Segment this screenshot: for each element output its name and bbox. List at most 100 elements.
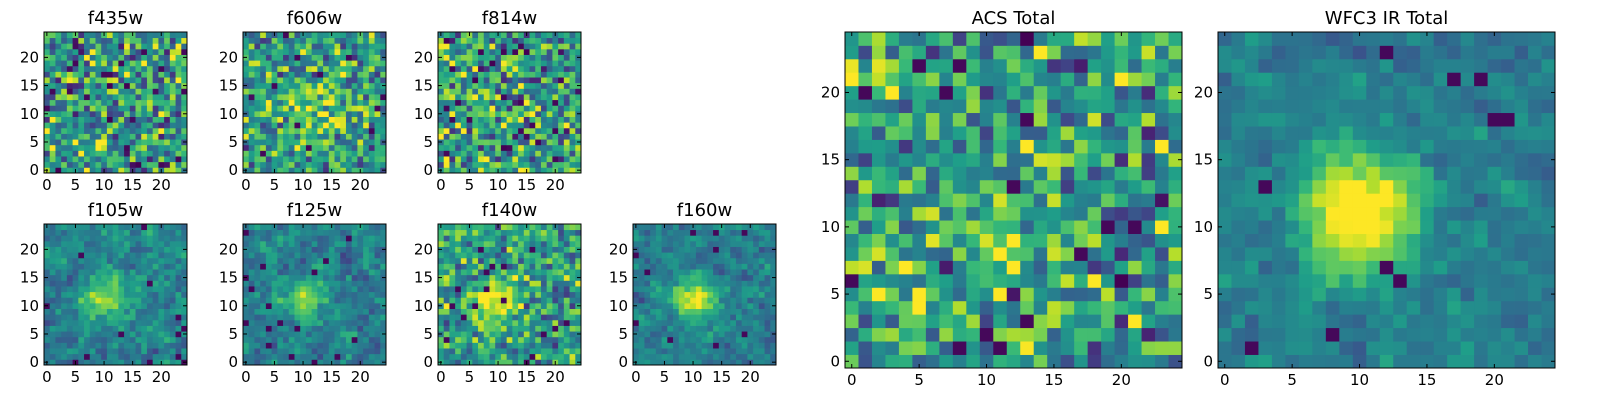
heatmap-cell	[478, 331, 485, 338]
heatmap-cell	[489, 54, 496, 61]
heatmap-cell	[334, 291, 341, 298]
heatmap-cell	[129, 65, 136, 72]
heatmap-cell	[466, 161, 473, 168]
heatmap-cell	[95, 348, 102, 355]
heatmap-cell	[979, 341, 994, 355]
heatmap-cell	[713, 257, 720, 264]
heatmap-cell	[248, 144, 255, 151]
heatmap-cell	[1155, 193, 1169, 208]
heatmap-cell	[243, 48, 250, 55]
heatmap-cell	[690, 336, 697, 343]
heatmap-cell	[898, 354, 913, 369]
heatmap-cell	[357, 280, 364, 287]
heatmap-cell	[455, 110, 462, 117]
heatmap-cell	[558, 116, 565, 123]
heatmap-cell	[495, 122, 502, 129]
heatmap-cell	[95, 342, 102, 349]
heatmap-cell	[294, 342, 301, 349]
heatmap-cell	[181, 252, 188, 259]
heatmap-cell	[66, 150, 73, 157]
x-tick-label: 5	[71, 368, 81, 386]
heatmap-cell	[1168, 247, 1183, 261]
heatmap-cell	[351, 60, 358, 67]
heatmap-cell	[340, 348, 347, 355]
heatmap-cell	[529, 71, 536, 78]
heatmap-cell	[558, 139, 565, 146]
heatmap-cell	[845, 300, 859, 315]
heatmap-cell	[460, 342, 467, 349]
heatmap-cell	[334, 240, 341, 247]
heatmap-cell	[713, 235, 720, 242]
heatmap-cell	[898, 166, 913, 181]
heatmap-cell	[529, 297, 536, 304]
heatmap-cell	[129, 291, 136, 298]
heatmap-cell	[678, 308, 685, 315]
heatmap-cell	[563, 229, 570, 236]
heatmap-cell	[169, 308, 176, 315]
heatmap-cell	[254, 325, 261, 332]
heatmap-cell	[44, 48, 51, 55]
heatmap-cell	[72, 291, 79, 298]
heatmap-cell	[175, 116, 182, 123]
heatmap-cell	[489, 240, 496, 247]
heatmap-cell	[655, 331, 662, 338]
heatmap-cell	[243, 127, 250, 134]
heatmap-cell	[175, 274, 182, 281]
heatmap-cell	[61, 54, 68, 61]
heatmap-cell	[455, 122, 462, 129]
heatmap-cell	[713, 280, 720, 287]
heatmap-cell	[158, 286, 165, 293]
heatmap-cell	[55, 110, 62, 117]
heatmap-cell	[885, 273, 900, 288]
heatmap-cell	[288, 150, 295, 157]
heatmap-cell	[363, 348, 370, 355]
heatmap-cell	[363, 32, 370, 39]
heatmap-cell	[363, 65, 370, 72]
heatmap-cell	[106, 297, 114, 304]
heatmap-cell	[443, 65, 450, 72]
heatmap-cell	[650, 297, 657, 304]
heatmap-cell	[898, 193, 913, 208]
heatmap-cell	[1128, 260, 1142, 275]
heatmap-cell	[546, 127, 553, 134]
heatmap-cell	[558, 88, 565, 95]
heatmap-cell	[106, 48, 114, 55]
heatmap-cell	[106, 161, 114, 168]
heatmap-cell	[701, 257, 708, 264]
heatmap-cell	[345, 94, 353, 101]
heatmap-cell	[294, 161, 301, 168]
heatmap-cell	[489, 43, 496, 50]
heatmap-cell	[540, 235, 548, 242]
heatmap-cell	[912, 166, 927, 181]
heatmap-cell	[500, 133, 508, 140]
heatmap-cell	[1047, 166, 1062, 181]
heatmap-cell	[265, 156, 272, 163]
heatmap-cell	[283, 263, 290, 270]
heatmap-cell	[181, 94, 188, 101]
heatmap-cell	[317, 167, 324, 174]
heatmap-cell	[512, 359, 519, 366]
heatmap-cell	[633, 319, 640, 326]
heatmap-cell	[118, 54, 125, 61]
heatmap-cell	[535, 65, 542, 72]
heatmap-cell	[288, 94, 295, 101]
heatmap-cell	[898, 300, 913, 315]
heatmap-cell	[684, 314, 691, 321]
heatmap-cell	[271, 319, 278, 326]
heatmap-cell	[478, 105, 485, 112]
heatmap-cell	[169, 99, 176, 106]
heatmap-cell	[124, 297, 131, 304]
heatmap-cell	[118, 342, 125, 349]
heatmap-cell	[78, 71, 85, 78]
heatmap-cell	[328, 105, 335, 112]
heatmap-cell	[357, 331, 364, 338]
heatmap-cell	[495, 105, 502, 112]
heatmap-cell	[55, 144, 62, 151]
heatmap-cell	[449, 99, 456, 106]
heatmap-cell	[305, 353, 313, 360]
heatmap-cell	[283, 167, 290, 174]
heatmap-cell	[351, 127, 358, 134]
heatmap-cell	[112, 235, 119, 242]
heatmap-cell	[455, 156, 462, 163]
heatmap-cell	[146, 161, 154, 168]
